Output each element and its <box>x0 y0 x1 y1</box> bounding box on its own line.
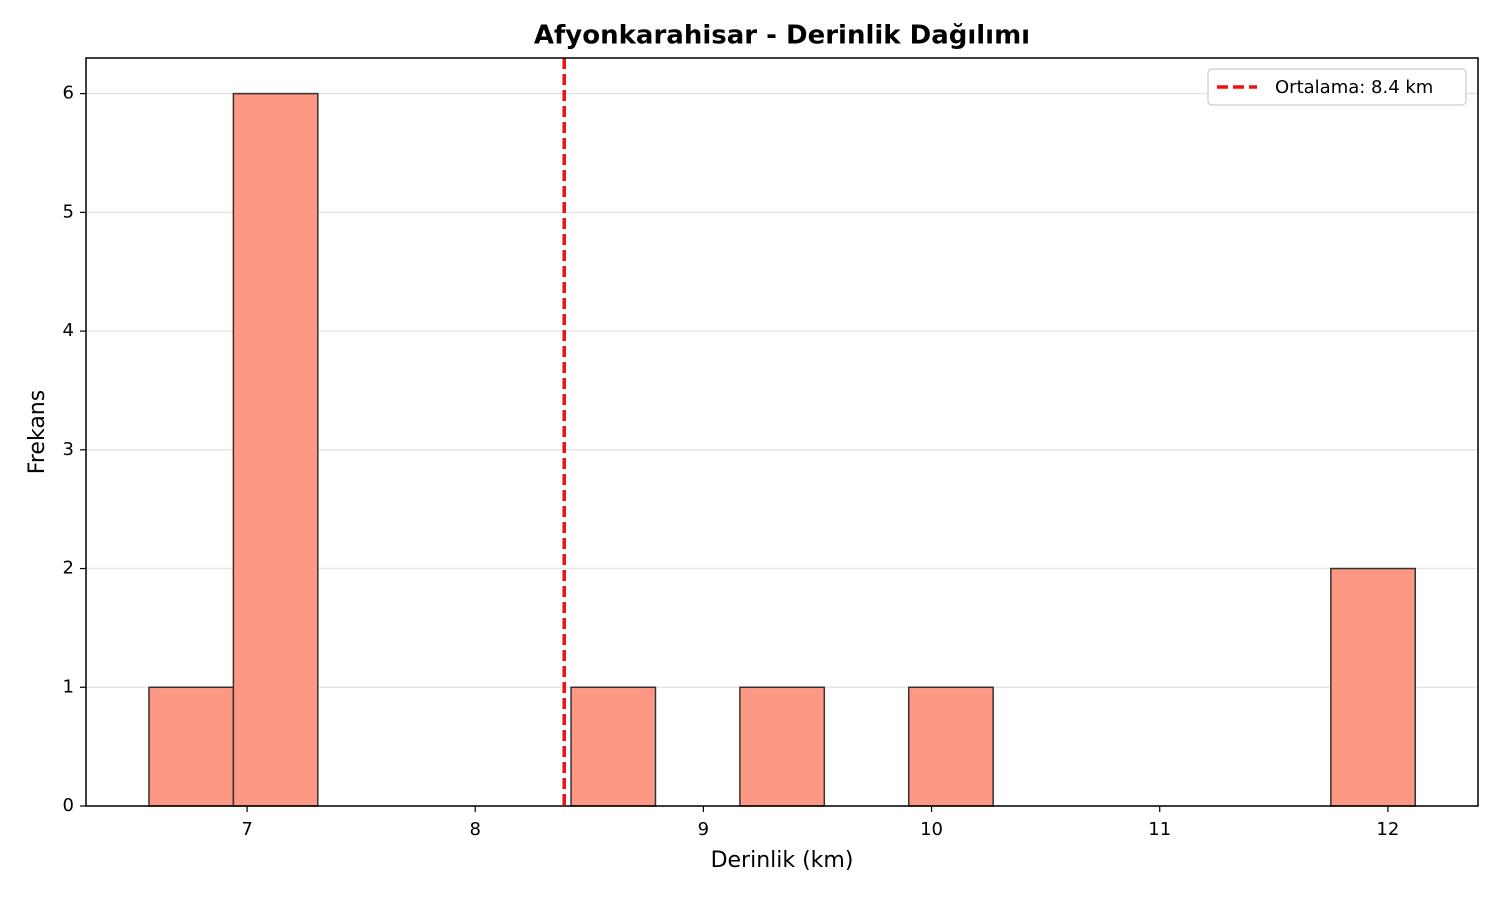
x-axis-label: Derinlik (km) <box>711 848 854 873</box>
x-tick-label: 12 <box>1376 819 1399 840</box>
y-tick-label: 3 <box>63 439 74 460</box>
bar <box>1330 567 1417 807</box>
x-tick-label: 9 <box>698 819 709 840</box>
bar <box>907 686 994 807</box>
y-tick-label: 6 <box>63 83 74 104</box>
x-tick-label: 10 <box>920 819 943 840</box>
plot-frame <box>85 57 1479 807</box>
x-tick-label: 7 <box>241 819 252 840</box>
legend-label: Ortalama: 8.4 km <box>1275 77 1433 98</box>
y-tick-label: 5 <box>63 201 74 222</box>
y-tick-label: 2 <box>63 558 74 579</box>
y-tick-label: 1 <box>63 676 74 697</box>
bar <box>148 686 235 807</box>
bar <box>739 686 826 807</box>
y-axis-label: Frekans <box>25 390 50 474</box>
y-tick-label: 4 <box>63 320 74 341</box>
y-tick-label: 0 <box>63 795 74 816</box>
x-tick-label: 8 <box>470 819 481 840</box>
legend-box <box>1207 68 1467 106</box>
bar <box>232 92 319 807</box>
chart-title: Afyonkarahisar - Derinlik Dağılımı <box>534 21 1030 51</box>
bar <box>570 686 657 807</box>
x-tick-label: 11 <box>1148 819 1171 840</box>
